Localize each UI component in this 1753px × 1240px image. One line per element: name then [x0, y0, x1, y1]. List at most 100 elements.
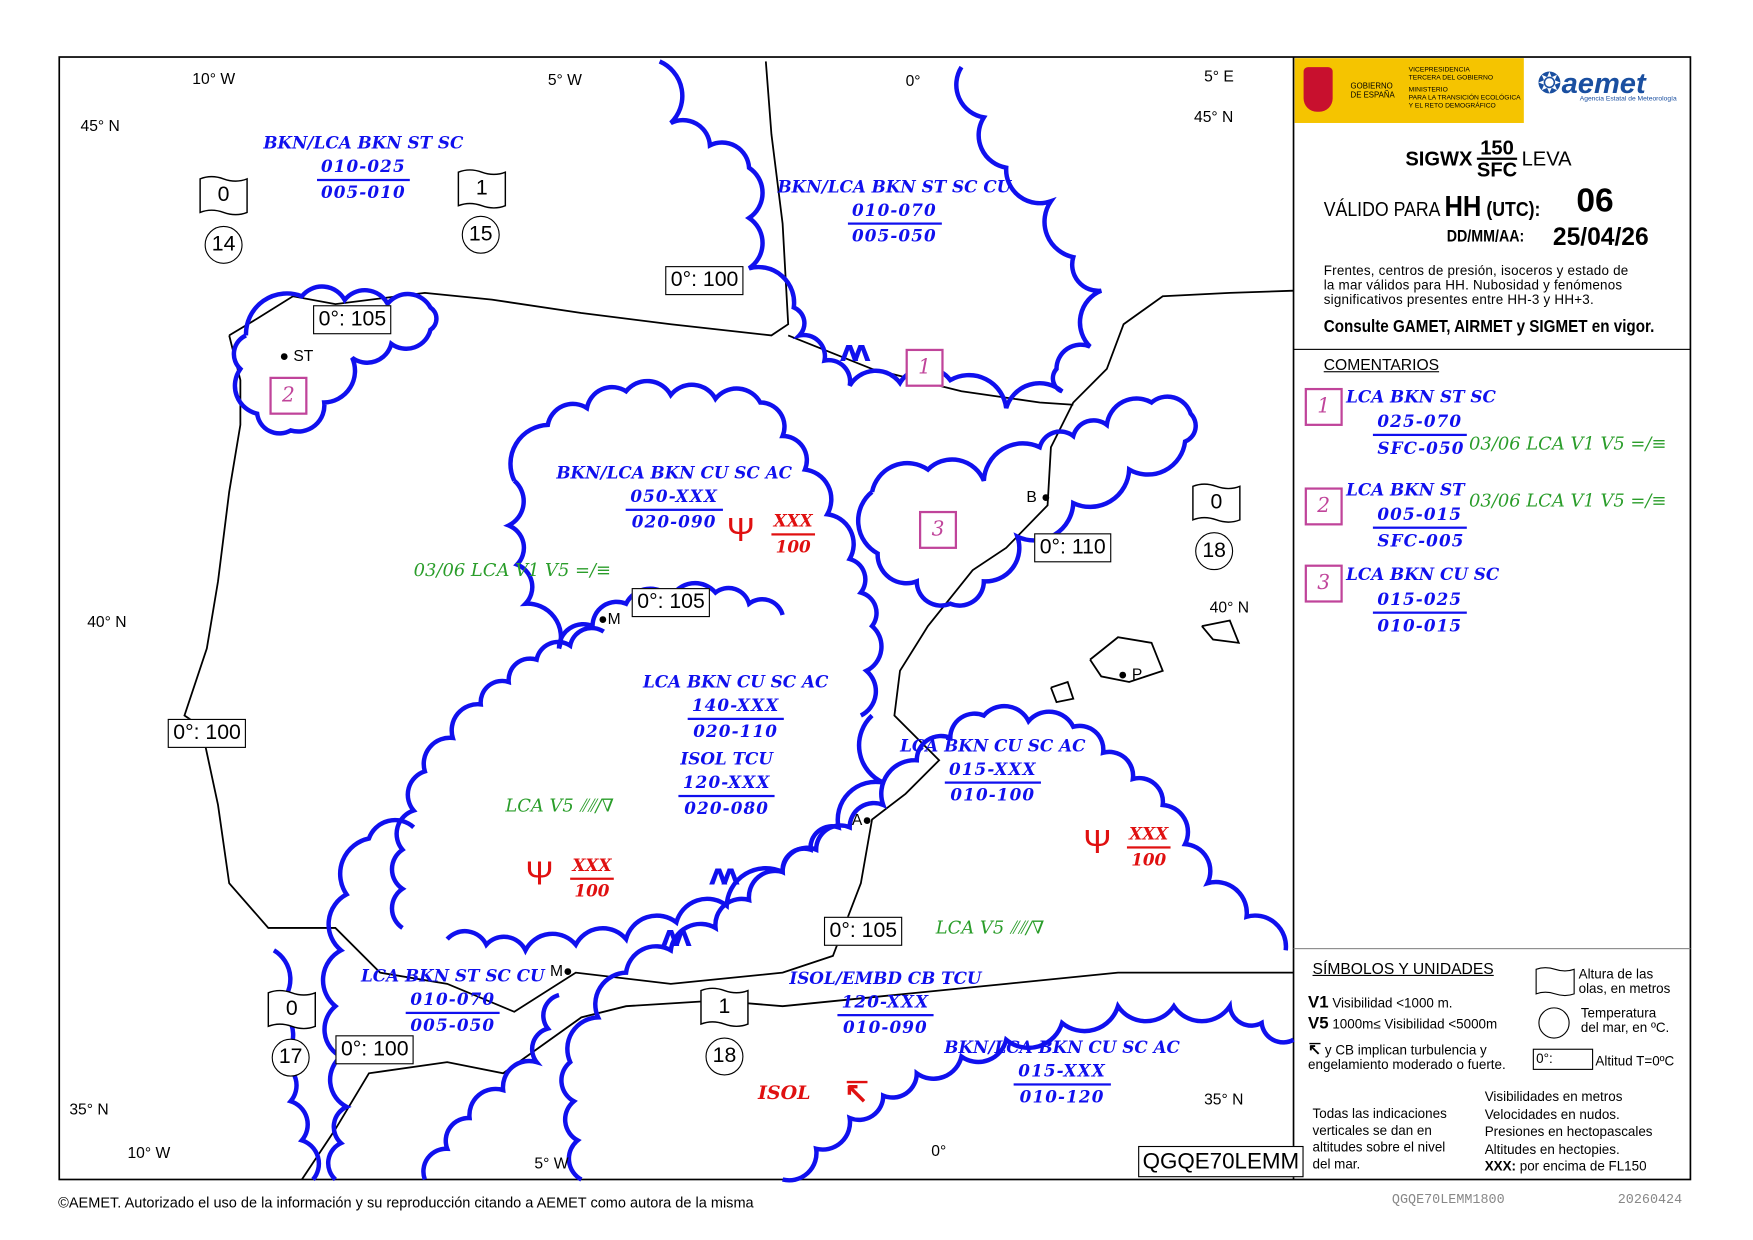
- gov-line: DE ESPAÑA: [1350, 91, 1395, 100]
- units-line: Presiones en hectopascales: [1484, 1123, 1653, 1140]
- comment-visibility: 03/06 LCA V1 V5 =/≡: [1469, 432, 1667, 454]
- coord-label: 5° E: [1204, 67, 1234, 85]
- comment-number: 1: [1304, 387, 1343, 426]
- note-line: Frentes, centros de presión, isoceros y …: [1323, 262, 1629, 279]
- comments-title: COMENTARIOS: [1323, 355, 1440, 374]
- wave-height: 0: [1210, 490, 1223, 515]
- city-marker: ● P: [1118, 665, 1143, 684]
- temp-legend: Temperatura del mar, en ºC.: [1581, 1006, 1669, 1035]
- turbulence-icon: ↸: [1308, 1039, 1322, 1058]
- sea-temperature: 17: [271, 1038, 310, 1077]
- comment-top: 015-025: [1372, 587, 1467, 614]
- date-label: DD/MM/AA:: [1446, 226, 1525, 246]
- chart-code: QGQE70LEMM: [1138, 1145, 1304, 1178]
- v5-symbol: V5: [1308, 1014, 1329, 1034]
- wave-flag-icon: [1192, 483, 1241, 523]
- wave-flag-icon: [457, 169, 507, 209]
- ministry-line: MINISTERIO: [1408, 87, 1448, 94]
- cloud-type: ISOL/EMBD CB TCU: [789, 968, 982, 989]
- cloud-label: BKN/LCA BKN CU SC AC 050-XXX 020-090: [556, 462, 792, 535]
- coord-label: 5° W: [547, 70, 582, 89]
- freezing-level-box: 0°: 105: [631, 588, 711, 618]
- validity-note: Frentes, centros de presión, isoceros y …: [1323, 262, 1629, 308]
- visibility-label: 03/06 LCA V1 V5 =/≡: [413, 559, 612, 581]
- comment-marker: 1: [905, 348, 944, 387]
- cloud-type: BKN/LCA BKN CU SC AC: [556, 462, 792, 483]
- cloud-top: 015-XXX: [944, 758, 1042, 784]
- comment-cloud: LCA BKN CU SC: [1346, 564, 1500, 585]
- wave-height-flag: 1: [457, 168, 507, 210]
- vp-line: VICEPRESIDENCIA: [1408, 67, 1470, 74]
- cloud-base: 010-090: [843, 1017, 928, 1038]
- wave-height-flag: 0: [199, 174, 248, 216]
- cloud-area-catalonia: [855, 394, 1198, 608]
- wave-legend: Altura de las olas, en metros: [1579, 967, 1671, 996]
- coord-label: 40° N: [87, 612, 127, 631]
- coord-label: 10° W: [127, 1143, 171, 1162]
- cloud-base: 005-010: [320, 182, 406, 203]
- legend-v1: V1 Visibilidad <1000 m.: [1308, 994, 1453, 1011]
- aemet-wordmark: aemet: [1561, 65, 1646, 100]
- city-marker: M●: [550, 961, 573, 980]
- cloud-type: LCA BKN CU SC AC: [900, 735, 1086, 756]
- cloud-base: 010-120: [1019, 1086, 1105, 1107]
- wave-height-flag: 0: [267, 988, 317, 1030]
- comment-marker: 2: [269, 376, 308, 415]
- comment-base: SFC-050: [1377, 438, 1465, 459]
- cloud-type: BKN/LCA BKN ST SC: [263, 133, 464, 154]
- city-label: A: [851, 810, 863, 829]
- chart-title: SIGWX 150 SFC LEVA: [1405, 138, 1571, 180]
- comment-entry: LCA BKN ST 005-015 SFC-005: [1346, 477, 1467, 553]
- freezing-box-legend: 0°:: [1532, 1048, 1594, 1070]
- cloud-base: 010-100: [950, 784, 1036, 805]
- city-marker: B ●: [1026, 487, 1051, 506]
- wave-height: 1: [718, 995, 731, 1019]
- cloud-area-central-north-west: [503, 479, 564, 650]
- vertical-line: altitudes sobre el nivel: [1312, 1139, 1446, 1155]
- vertical-line: Todas las indicaciones: [1312, 1105, 1447, 1122]
- mountain-obscuration-icon: ʌʌ: [660, 920, 692, 954]
- coord-label: 10° W: [192, 69, 236, 88]
- turbulence-icon: ↸: [844, 1075, 869, 1110]
- units-line: Visibilidades en metros: [1484, 1088, 1623, 1105]
- coastline-iberia: [183, 289, 1294, 1013]
- coord-label: 5° W: [534, 1153, 569, 1172]
- cloud-base: 005-050: [851, 225, 937, 246]
- ts-base: 100: [574, 880, 610, 902]
- comment-cloud: LCA BKN ST: [1346, 479, 1465, 500]
- ts-top: XXX: [1126, 823, 1171, 849]
- comment-marker: 3: [918, 510, 958, 549]
- copyright: ©AEMET. Autorizado el uso de la informac…: [58, 1194, 754, 1211]
- v1-text: Visibilidad <1000 m.: [1332, 995, 1453, 1011]
- coastline-north: [228, 61, 790, 337]
- symbols-title: SÍMBOLOS Y UNIDADES: [1312, 959, 1494, 978]
- cloud-area-galicia: [231, 284, 439, 436]
- cloud-label: BKN/LCA BKN CU SC AC 015-XXX 010-120: [944, 1036, 1180, 1109]
- note-line: significativos presentes entre HH-3 y HH…: [1323, 291, 1594, 308]
- mountain-obscuration-icon: ʌʌ: [839, 335, 871, 369]
- city-label: M: [607, 609, 621, 628]
- valid-date: 25/04/26: [1552, 222, 1649, 251]
- coord-label: 0°: [905, 71, 921, 90]
- cloud-type: LCA BKN ST SC CU: [360, 965, 545, 987]
- cloud-top: 140-XXX: [687, 694, 784, 720]
- coord-label: 35° N: [1204, 1090, 1244, 1108]
- aemet-swirl-icon: ❂: [1537, 65, 1562, 100]
- coord-label: 45° N: [80, 116, 120, 135]
- visibility-label: LCA V5 ⫽⫽/∇: [505, 794, 614, 817]
- ministry-text: VICEPRESIDENCIA TERCERA DEL GOBIERNO MINIS…: [1409, 67, 1521, 111]
- consult-note: Consulte GAMET, AIRMET y SIGMET en vigor…: [1323, 317, 1655, 337]
- level-fraction: 150 SFC: [1476, 138, 1518, 180]
- cloud-base: 020-110: [693, 721, 779, 742]
- comment-cloud: LCA BKN ST SC: [1346, 386, 1496, 407]
- wave-flag-icon: [267, 989, 317, 1030]
- units-line: Velocidades en nudos.: [1484, 1106, 1620, 1122]
- v5-text: 1000m≤ Visibilidad <5000m: [1332, 1016, 1498, 1032]
- title-prefix: SIGWX: [1405, 147, 1473, 170]
- cloud-label: BKN/LCA BKN ST SC 010-025 005-010: [263, 132, 463, 205]
- vertical-line: verticales se dan en: [1312, 1122, 1432, 1139]
- cloud-base: 020-090: [631, 512, 717, 533]
- hh-label: HH: [1444, 188, 1482, 223]
- wave-legend-line: Altura de las: [1578, 965, 1654, 982]
